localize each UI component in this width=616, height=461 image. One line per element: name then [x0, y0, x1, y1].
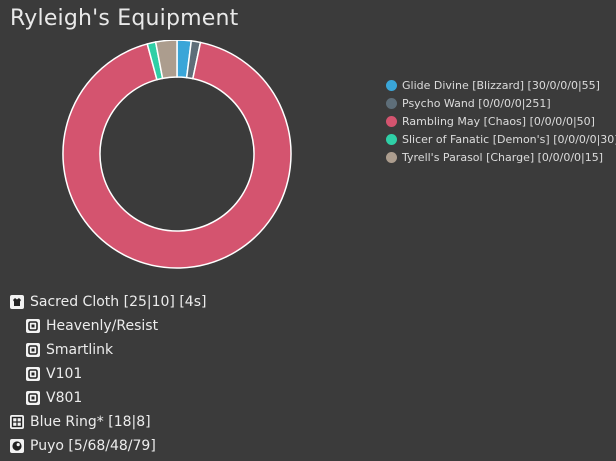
socket-item[interactable]: V101	[10, 362, 610, 386]
donut-slice[interactable]	[154, 40, 178, 80]
chart-legend: Glide Divine [Blizzard] [30/0/0/0|55] Psy…	[386, 76, 616, 166]
equipment-chart: Glide Divine [Blizzard] [30/0/0/0|55] Psy…	[0, 40, 616, 280]
legend-item[interactable]: Psycho Wand [0/0/0/0|251]	[386, 94, 616, 112]
socket-icon	[26, 367, 40, 381]
equipment-label: Smartlink	[46, 342, 114, 358]
legend-label: Tyrell's Parasol [Charge] [0/0/0/0|15]	[402, 150, 604, 164]
socket-icon	[26, 343, 40, 357]
legend-item[interactable]: Glide Divine [Blizzard] [30/0/0/0|55]	[386, 76, 616, 94]
legend-label: Glide Divine [Blizzard] [30/0/0/0|55]	[402, 78, 600, 92]
pet-icon	[10, 439, 24, 453]
legend-swatch	[386, 79, 397, 91]
donut-chart	[62, 40, 292, 269]
page-title: Ryleigh's Equipment	[10, 6, 239, 31]
armor-icon	[10, 295, 24, 309]
equipment-label: V801	[46, 390, 83, 406]
legend-item[interactable]: Rambling May [Chaos] [0/0/0/0|50]	[386, 112, 616, 130]
equipment-label: Blue Ring* [18|8]	[30, 414, 151, 430]
equipment-item[interactable]: Puyo [5/68/48/79]	[10, 434, 610, 458]
legend-label: Slicer of Fanatic [Demon's] [0/0/0/0|30]	[402, 132, 616, 146]
legend-label: Psycho Wand [0/0/0/0|251]	[402, 96, 551, 110]
legend-swatch	[386, 151, 397, 163]
equipment-label: Heavenly/Resist	[46, 318, 159, 334]
legend-label: Rambling May [Chaos] [0/0/0/0|50]	[402, 114, 595, 128]
socket-item[interactable]: V801	[10, 386, 610, 410]
socket-item[interactable]: Heavenly/Resist	[10, 314, 610, 338]
socket-icon	[26, 319, 40, 333]
legend-item[interactable]: Slicer of Fanatic [Demon's] [0/0/0/0|30]	[386, 130, 616, 148]
legend-swatch	[386, 133, 397, 145]
legend-swatch	[386, 97, 397, 109]
legend-swatch	[386, 115, 397, 127]
equipment-label: Sacred Cloth [25|10] [4s]	[30, 294, 207, 310]
socket-item[interactable]: Smartlink	[10, 338, 610, 362]
socket-icon	[26, 391, 40, 405]
equipment-list: Sacred Cloth [25|10] [4s] Heavenly/Resist…	[10, 290, 610, 458]
ring-icon	[10, 415, 24, 429]
equipment-label: Puyo [5/68/48/79]	[30, 438, 156, 454]
legend-item[interactable]: Tyrell's Parasol [Charge] [0/0/0/0|15]	[386, 148, 616, 166]
equipment-item[interactable]: Sacred Cloth [25|10] [4s]	[10, 290, 610, 314]
donut-slice[interactable]	[62, 41, 292, 269]
equipment-label: V101	[46, 366, 83, 382]
equipment-item[interactable]: Blue Ring* [18|8]	[10, 410, 610, 434]
